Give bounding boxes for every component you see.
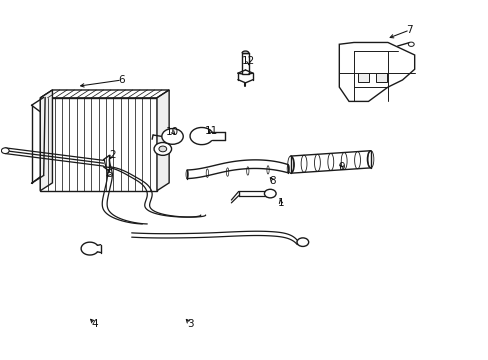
Text: 11: 11 — [204, 126, 218, 136]
Circle shape — [264, 189, 276, 198]
Polygon shape — [339, 42, 414, 102]
Text: 1: 1 — [277, 198, 284, 208]
Bar — [375, 73, 386, 82]
Polygon shape — [157, 90, 169, 191]
Text: 3: 3 — [186, 319, 193, 329]
Bar — [40, 98, 157, 191]
Polygon shape — [40, 90, 169, 98]
Text: 9: 9 — [338, 162, 345, 172]
Text: 2: 2 — [109, 150, 115, 160]
Circle shape — [407, 42, 413, 46]
Polygon shape — [40, 90, 52, 191]
Bar — [357, 73, 369, 82]
Text: 10: 10 — [165, 127, 179, 137]
Bar — [242, 53, 248, 74]
Circle shape — [296, 238, 308, 247]
Text: 8: 8 — [269, 176, 275, 186]
Circle shape — [162, 129, 183, 144]
Text: 4: 4 — [91, 319, 98, 329]
Circle shape — [159, 146, 166, 152]
Text: 5: 5 — [106, 168, 112, 179]
Circle shape — [154, 143, 171, 156]
Text: 6: 6 — [119, 75, 125, 85]
Text: 12: 12 — [241, 57, 255, 66]
Text: 7: 7 — [406, 25, 412, 35]
Circle shape — [1, 148, 9, 154]
